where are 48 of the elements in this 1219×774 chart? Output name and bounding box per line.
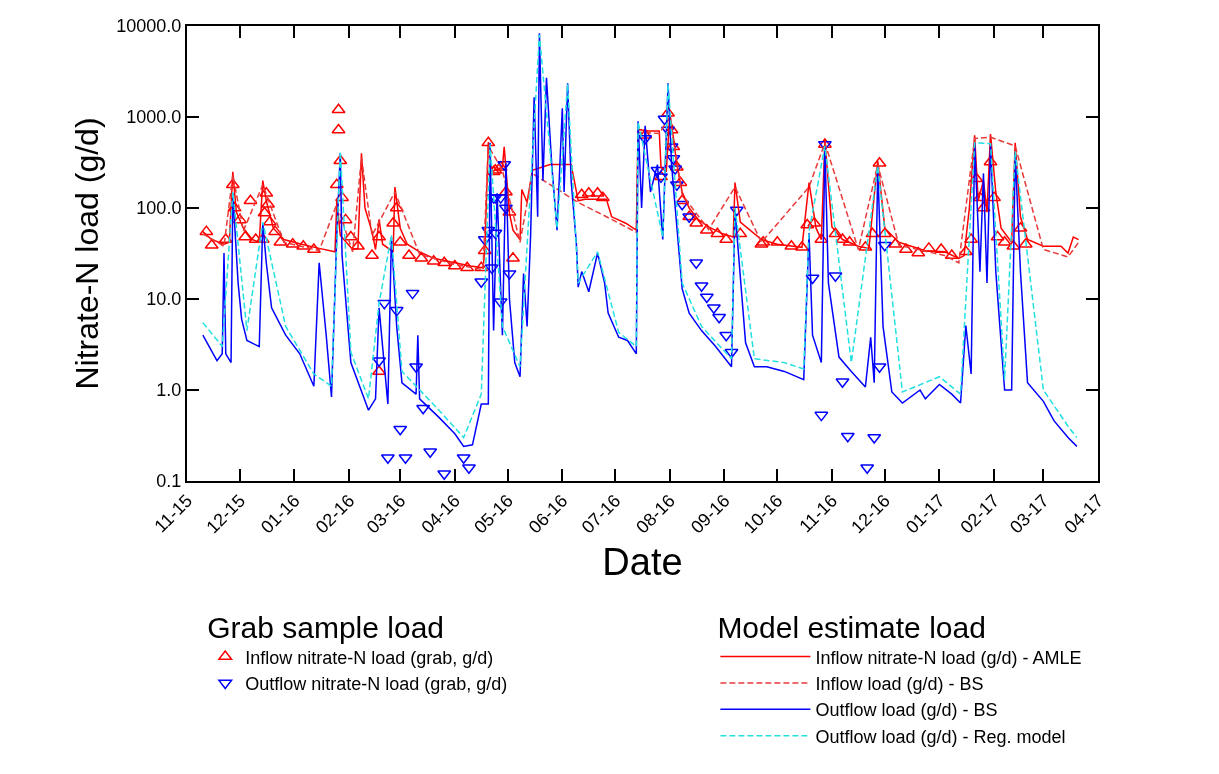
point — [493, 298, 508, 309]
y-tick-label: 1.0 — [156, 380, 182, 401]
y-tick-label: 0.1 — [156, 471, 182, 492]
point — [729, 206, 744, 217]
point — [488, 229, 503, 240]
legend-label: Inflow nitrate-N load (grab, g/d) — [245, 647, 494, 668]
point — [657, 115, 672, 126]
point — [666, 154, 681, 165]
point — [724, 348, 739, 359]
point — [719, 331, 734, 342]
point — [814, 411, 829, 422]
legend-label: Outflow load (g/d) - BS — [815, 700, 998, 721]
point — [650, 166, 665, 177]
point — [689, 259, 704, 270]
legend-label: Inflow nitrate-N load (g/d) - AMLE — [815, 647, 1082, 668]
x-axis-title: Date — [602, 540, 683, 583]
point — [389, 306, 404, 317]
point — [380, 454, 395, 465]
point — [481, 226, 496, 237]
legend-label: Outflow nitrate-N load (grab, g/d) — [245, 673, 508, 694]
point — [877, 241, 892, 252]
legend-label: Inflow load (g/d) - BS — [815, 673, 984, 694]
point — [828, 272, 843, 283]
point — [416, 404, 431, 415]
point — [840, 432, 855, 443]
point — [669, 181, 684, 192]
y-axis-title: Nitrate-N load (g/d) — [69, 117, 106, 390]
y-tick-label: 10.0 — [146, 289, 182, 310]
point — [393, 425, 408, 436]
point — [872, 363, 887, 374]
text: Grab sample load — [207, 611, 445, 645]
y-tick-label: 1000.0 — [126, 107, 182, 128]
legend-label: Outflow load (g/d) - Reg. model — [815, 726, 1066, 747]
point — [456, 454, 471, 465]
point — [437, 470, 452, 481]
y-tick-label: 10000.0 — [116, 16, 182, 37]
point — [805, 274, 820, 285]
text: Model estimate load — [717, 611, 986, 645]
point — [699, 293, 714, 304]
point — [712, 313, 727, 324]
point — [377, 299, 392, 310]
point — [398, 454, 413, 465]
point — [835, 378, 850, 389]
point — [484, 264, 499, 275]
point — [405, 289, 420, 300]
point — [675, 200, 690, 211]
y-tick-label: 100.0 — [136, 198, 182, 219]
point — [706, 304, 721, 315]
